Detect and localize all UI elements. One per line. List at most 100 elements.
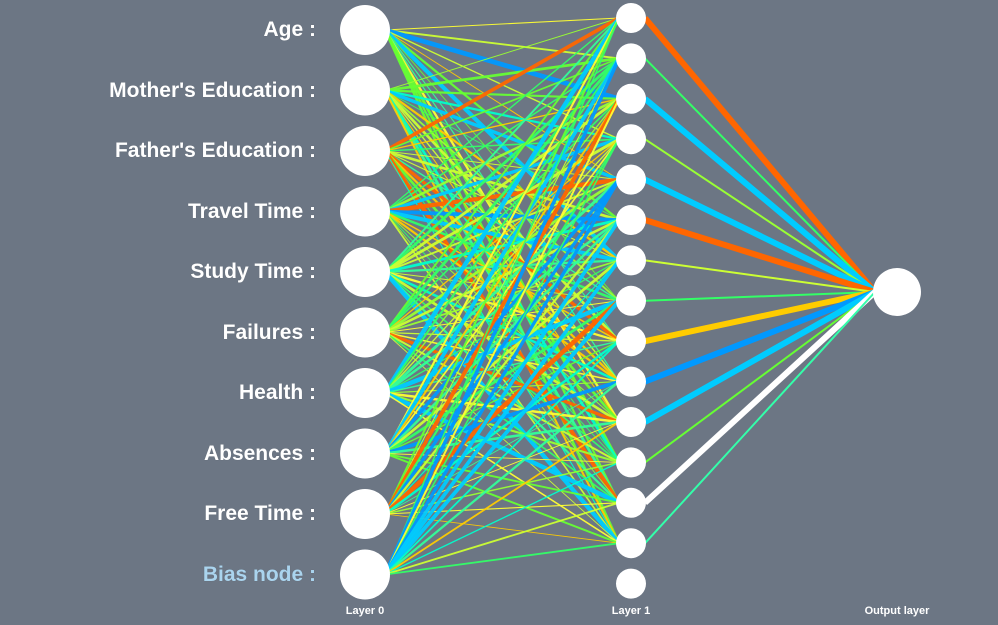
edge-hidden-5-output [644, 217, 876, 295]
hidden-node-13 [616, 528, 646, 559]
edge-input-1-hidden-2 [384, 89, 620, 100]
edge-input-8-hidden-3 [384, 138, 620, 515]
edge-hidden-11-output [644, 291, 876, 464]
edge-input-5-hidden-2 [384, 98, 620, 334]
hidden-node-7 [616, 285, 646, 316]
edge-input-2-hidden-2 [384, 98, 620, 152]
input-node-3 [340, 186, 390, 237]
edge-input-9-hidden-12 [384, 501, 620, 576]
edge-input-6-hidden-0 [383, 16, 621, 395]
input-node-8 [340, 489, 390, 539]
edge-input-8-hidden-2 [383, 97, 621, 515]
edge-input-9-hidden-10 [384, 421, 620, 576]
edge-input-9-hidden-4 [383, 178, 621, 576]
hidden-node-1 [616, 43, 646, 74]
edge-input-8-hidden-4 [383, 178, 621, 515]
input-node-1 [340, 65, 390, 116]
edge-input-8-hidden-10 [384, 421, 620, 515]
edge-input-9-hidden-11 [384, 461, 620, 576]
hidden-node-9 [616, 366, 646, 397]
edge-hidden-9-output [643, 289, 877, 385]
edge-input-0-hidden-0 [384, 17, 620, 31]
hidden-node-6 [616, 245, 646, 276]
input-node-0 [340, 5, 390, 55]
input-node-2 [340, 126, 390, 176]
edge-input-9-hidden-13 [384, 542, 620, 576]
edge-input-4-hidden-0 [384, 17, 620, 273]
edge-hidden-3-output [644, 138, 876, 293]
edge-input-8-hidden-1 [384, 58, 620, 515]
input-label-7: Absences : [203, 441, 316, 465]
edge-input-1-hidden-1 [384, 57, 620, 92]
edge-hidden-12-output [642, 289, 878, 506]
edge-input-9-hidden-5 [383, 218, 621, 576]
hidden-node-11 [616, 447, 646, 478]
edge-input-9-hidden-8 [384, 340, 620, 576]
edge-input-7-hidden-1 [383, 57, 621, 455]
edge-input-5-hidden-0 [384, 17, 620, 334]
input-node-7 [340, 428, 390, 479]
hidden-node-0 [616, 3, 646, 33]
layer-1-label: Layer 1 [611, 605, 651, 617]
edge-input-8-hidden-13 [384, 513, 620, 544]
input-label-8: Free Time : [204, 502, 316, 525]
edge-input-9-hidden-6 [383, 259, 621, 576]
edge-input-9-hidden-2 [384, 98, 620, 575]
edge-input-3-hidden-0 [384, 17, 620, 213]
edge-input-8-hidden-5 [384, 219, 620, 515]
hidden-node-2 [616, 83, 646, 114]
hidden-node-12 [616, 487, 646, 518]
bias-node-label: Bias node : [202, 562, 316, 586]
edge-input-9-hidden-9 [384, 380, 620, 576]
input-hidden-edges [383, 16, 621, 576]
edge-input-8-hidden-7 [383, 299, 621, 516]
input-label-2: Father's Education : [114, 139, 316, 162]
edge-hidden-2-output [643, 96, 877, 295]
edge-input-5-hidden-1 [383, 57, 621, 334]
input-bias-node [340, 549, 390, 600]
input-label-0: Age : [263, 18, 317, 41]
edge-input-3-hidden-2 [384, 97, 620, 213]
edge-input-4-hidden-1 [384, 57, 620, 274]
network-nodes [340, 3, 921, 600]
edge-hidden-7-output [644, 291, 876, 302]
hidden-node-4 [616, 164, 646, 195]
edge-input-0-hidden-2 [384, 27, 620, 102]
input-node-4 [340, 247, 390, 297]
hidden-output-edges [642, 16, 878, 544]
edge-input-1-hidden-0 [384, 17, 620, 91]
input-label-1: Mother's Education : [109, 78, 316, 102]
input-node-5 [340, 307, 390, 358]
edge-input-9-hidden-7 [383, 299, 621, 576]
edge-hidden-6-output [644, 259, 876, 293]
edge-input-9-hidden-1 [383, 57, 621, 576]
edge-hidden-1-output [644, 57, 876, 293]
edge-input-9-hidden-3 [384, 138, 620, 575]
input-label-4: Study Time : [190, 260, 316, 283]
input-label-5: Failures : [222, 320, 316, 344]
edge-hidden-13-output [644, 291, 876, 544]
edge-input-0-hidden-1 [384, 29, 620, 60]
edge-input-6-hidden-1 [384, 57, 620, 394]
hidden-node-3 [616, 124, 646, 155]
edge-hidden-10-output [643, 289, 877, 425]
layer-0-label: Layer 0 [345, 605, 385, 617]
edge-input-8-hidden-11 [384, 461, 620, 515]
edge-input-7-hidden-2 [384, 98, 620, 455]
edge-input-7-hidden-0 [384, 17, 620, 454]
input-label-3: Travel Time : [187, 199, 316, 223]
edge-input-8-hidden-0 [384, 17, 620, 515]
edge-input-2-hidden-0 [384, 16, 620, 153]
edge-input-2-hidden-1 [384, 57, 620, 152]
edge-input-9-hidden-0 [384, 17, 620, 575]
edge-hidden-4-output [643, 176, 877, 295]
input-node-6 [340, 368, 390, 418]
edge-input-8-hidden-6 [384, 260, 620, 515]
edge-hidden-0-output [642, 16, 878, 294]
hidden-node-14 [616, 568, 646, 599]
hidden-node-10 [616, 407, 646, 437]
hidden-node-5 [616, 205, 646, 235]
input-label-6: Health : [238, 381, 316, 404]
